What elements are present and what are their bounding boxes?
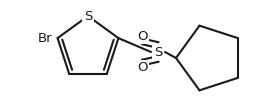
Text: Br: Br — [38, 32, 53, 45]
Text: O: O — [137, 61, 148, 74]
Text: O: O — [137, 30, 148, 43]
Text: S: S — [154, 46, 162, 59]
Text: S: S — [84, 9, 92, 23]
